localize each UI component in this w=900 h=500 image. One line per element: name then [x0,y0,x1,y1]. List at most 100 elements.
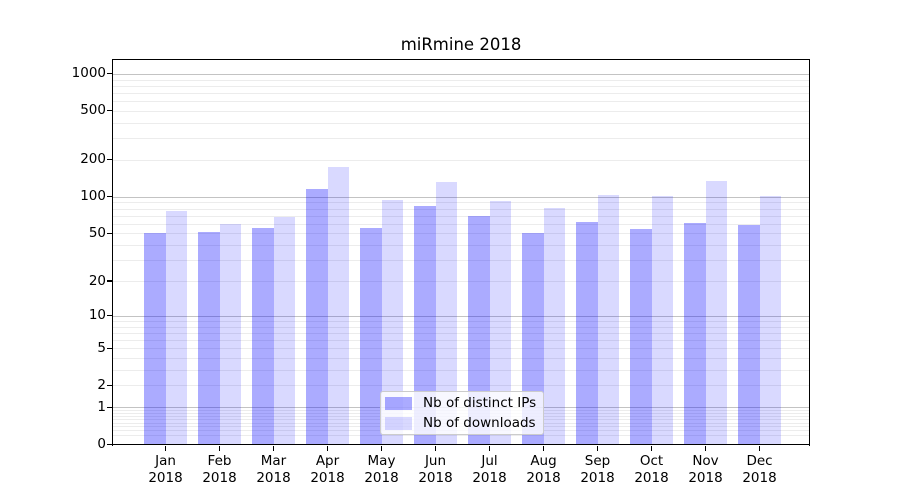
bar-distinct-ips-jan [144,233,166,445]
gridline-3 [113,370,809,371]
x-tick-may [380,445,383,451]
bar-downloads-dec [759,195,781,445]
gridline-1000 [113,73,809,75]
x-tick-label-aug: Aug 2018 [526,453,561,486]
bar-downloads-mar [273,217,295,445]
y-tick-label-5: 5 [97,339,106,356]
x-tick-apr [326,445,329,451]
x-tick-label-nov: Nov 2018 [688,453,723,486]
x-tick-mar [272,445,275,451]
gridline-30 [113,260,809,262]
gridline-10 [113,315,809,317]
bar-downloads-sep [597,194,619,445]
x-tick-jan [164,445,167,451]
top-spine [112,58,810,60]
y-tick-1 [107,406,112,408]
x-tick-oct [650,445,653,451]
bar-downloads-apr [327,167,349,445]
y-tick-label-1: 1 [97,398,106,415]
x-tick-label-jul: Jul 2018 [472,453,507,486]
gridline-20 [113,281,809,282]
legend-swatch-downloads [385,416,412,430]
y-tick-50 [107,232,112,234]
gridline-5 [113,348,809,350]
bar-downloads-feb [219,223,241,445]
x-tick-jun [434,445,437,451]
x-tick-label-feb: Feb 2018 [202,453,237,486]
x-tick-feb [218,445,221,451]
bar-downloads-jul [489,200,511,445]
plot-area [113,59,809,445]
right-spine [808,59,810,446]
bar-distinct-ips-sep [576,222,598,445]
y-tick-label-50: 50 [88,224,106,241]
bar-downloads-may [381,199,403,445]
bar-distinct-ips-dec [738,224,760,445]
gridline-7 [113,332,809,334]
bar-distinct-ips-jul [468,215,490,445]
chart-title: miRmine 2018 [400,35,522,54]
x-tick-label-oct: Oct 2018 [634,453,669,486]
legend-label-distinct-ips: Nb of distinct IPs [423,395,537,411]
gridline-8 [113,326,809,328]
y-tick-label-500: 500 [80,102,106,119]
gridline-0.2 [113,434,809,436]
y-tick-500 [107,110,112,112]
x-tick-nov [704,445,707,451]
gridline-70 [113,215,809,217]
y-tick-label-100: 100 [80,188,106,205]
x-tick-label-sep: Sep 2018 [580,453,615,486]
x-tick-jul [488,445,491,451]
gridline-800 [113,85,809,87]
gridline-50 [113,233,809,235]
x-tick-label-apr: Apr 2018 [310,453,345,486]
gridline-200 [113,159,809,161]
y-tick-0 [107,443,112,445]
x-tick-aug [542,445,545,451]
y-tick-100 [107,196,112,198]
bar-downloads-jun [435,182,457,445]
gridline-2 [113,385,809,387]
gridline-90 [113,202,809,204]
legend-swatch-distinct-ips [385,396,412,410]
y-tick-10 [107,315,112,317]
y-tick-2 [107,384,112,386]
gridline-500 [113,110,809,112]
x-tick-dec [758,445,761,451]
y-tick-label-10: 10 [88,307,106,324]
gridline-4 [113,358,809,359]
gridline-60 [113,223,809,225]
y-tick-label-0: 0 [97,435,106,452]
gridline-400 [113,122,809,124]
gridline-900 [113,79,809,81]
y-tick-label-200: 200 [80,151,106,168]
y-tick-1000 [107,73,112,75]
gridline-9 [113,320,809,322]
bar-distinct-ips-nov [684,223,706,445]
legend-label-downloads: Nb of downloads [423,415,536,431]
bar-downloads-jan [165,211,187,445]
legend-item-downloads: Nb of downloads [385,415,536,431]
x-tick-label-may: May 2018 [364,453,399,486]
gridline-300 [113,138,809,140]
y-tick-5 [107,347,112,349]
bar-distinct-ips-mar [252,227,274,445]
gridline-40 [113,245,809,247]
y-tick-label-2: 2 [97,376,106,393]
bar-downloads-aug [543,208,565,445]
legend-item-distinct-ips: Nb of distinct IPs [385,395,537,411]
x-tick-label-mar: Mar 2018 [256,453,291,486]
gridline-100 [113,196,809,198]
bar-distinct-ips-jun [414,206,436,445]
gridline-80 [113,208,809,210]
bar-distinct-ips-feb [198,232,220,445]
bar-distinct-ips-oct [630,229,652,445]
gridline-600 [113,101,809,103]
gridline-700 [113,92,809,94]
x-tick-label-jan: Jan 2018 [148,453,183,486]
bar-downloads-nov [705,180,727,445]
bar-downloads-oct [651,195,673,445]
x-axis-spine [112,444,810,446]
y-tick-20 [107,280,112,282]
